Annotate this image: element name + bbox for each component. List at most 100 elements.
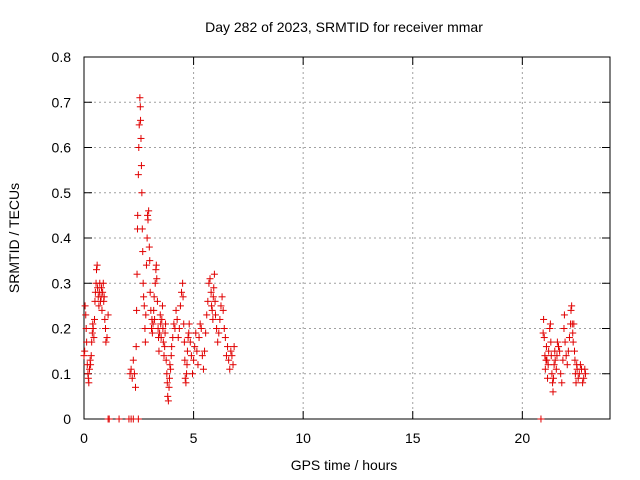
- data-point: [82, 311, 90, 319]
- data-point: [202, 329, 210, 337]
- data-point: [217, 302, 225, 310]
- data-point: [544, 374, 552, 382]
- data-point: [140, 302, 148, 310]
- data-point: [159, 325, 167, 332]
- data-point: [197, 325, 205, 332]
- data-point: [175, 325, 183, 332]
- data-point: [176, 302, 184, 310]
- data-point: [182, 379, 190, 387]
- data-point: [160, 352, 168, 360]
- plot-frame: [83, 56, 611, 420]
- data-point: [180, 338, 188, 346]
- data-point: [151, 315, 159, 323]
- data-point: [157, 334, 165, 342]
- data-point: [105, 415, 113, 423]
- data-point: [560, 311, 568, 319]
- data-point: [138, 189, 146, 197]
- grid-lines: [84, 57, 610, 419]
- data-point: [161, 343, 169, 351]
- data-point: [552, 365, 560, 373]
- data-point: [163, 370, 171, 378]
- data-point: [144, 216, 152, 224]
- data-points: [80, 94, 589, 423]
- data-point: [98, 284, 106, 292]
- data-point: [212, 311, 219, 319]
- data-point: [167, 352, 175, 360]
- data-point: [542, 343, 550, 351]
- data-point: [129, 356, 137, 364]
- data-point: [543, 356, 551, 364]
- data-point: [146, 288, 154, 296]
- data-point: [92, 266, 100, 274]
- data-point: [133, 306, 141, 314]
- x-tick-label: 5: [190, 430, 198, 446]
- data-point: [150, 293, 158, 301]
- data-point: [188, 370, 196, 378]
- x-tick-label: 0: [80, 430, 88, 446]
- data-point: [183, 361, 191, 369]
- data-point: [99, 279, 107, 287]
- data-point: [156, 311, 164, 319]
- y-tick-label: 0.7: [52, 94, 72, 110]
- data-point: [228, 352, 236, 360]
- data-point: [544, 361, 552, 369]
- data-point: [183, 370, 191, 378]
- data-point: [568, 302, 576, 310]
- data-point: [141, 338, 149, 346]
- data-point: [213, 325, 221, 332]
- data-point: [134, 211, 142, 219]
- y-tick-label: 0.2: [52, 321, 72, 337]
- data-point: [230, 343, 238, 351]
- data-point: [205, 279, 213, 287]
- data-point: [149, 320, 157, 328]
- x-tick-label: 15: [405, 430, 421, 446]
- data-point: [158, 302, 166, 310]
- data-point: [194, 361, 202, 369]
- data-point: [546, 325, 554, 332]
- data-point: [148, 329, 156, 337]
- data-point: [209, 293, 217, 301]
- data-point: [135, 121, 143, 129]
- data-point: [576, 361, 584, 369]
- x-tick-label: 10: [295, 430, 311, 446]
- data-point: [115, 415, 123, 423]
- data-point: [128, 374, 136, 382]
- data-point: [134, 415, 142, 423]
- data-point: [540, 315, 548, 323]
- y-axis: 0 0.1 0.2 0.3 0.4 0.5 0.6 0.7 0.8: [52, 49, 610, 427]
- data-point: [168, 343, 176, 351]
- data-point: [545, 347, 553, 355]
- data-point: [539, 329, 547, 337]
- data-point: [540, 334, 548, 342]
- data-point: [173, 315, 181, 323]
- data-point: [569, 329, 577, 337]
- data-point: [184, 334, 192, 342]
- data-point: [181, 356, 189, 364]
- data-point: [571, 356, 579, 364]
- data-point: [151, 279, 159, 287]
- plot-border: [83, 56, 611, 420]
- data-point: [100, 293, 108, 301]
- data-point: [546, 320, 554, 328]
- data-point: [150, 306, 158, 314]
- data-point: [220, 325, 228, 332]
- data-point: [218, 293, 226, 301]
- y-tick-label: 0.4: [52, 230, 72, 246]
- data-point: [163, 379, 171, 387]
- data-point: [133, 270, 141, 278]
- data-point: [572, 379, 580, 387]
- data-point: [549, 388, 557, 396]
- data-point: [570, 320, 578, 328]
- data-point: [553, 338, 561, 346]
- data-point: [103, 334, 111, 342]
- data-point: [98, 306, 106, 314]
- data-point: [548, 370, 556, 378]
- data-point: [170, 320, 178, 328]
- data-point: [137, 162, 145, 170]
- data-point: [565, 334, 573, 342]
- data-point: [137, 116, 145, 124]
- data-point: [153, 275, 161, 283]
- data-point: [541, 365, 549, 373]
- data-point: [164, 397, 172, 405]
